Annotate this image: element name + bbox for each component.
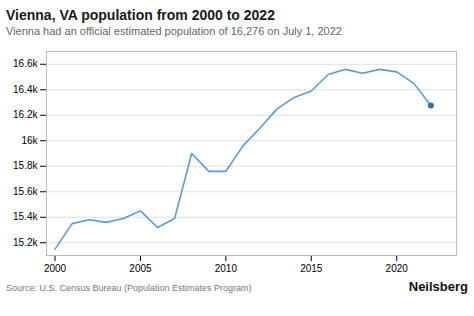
html-text:Source: U.S. Census Bureau (Po: Source: U.S. Census Bureau (Population E… bbox=[6, 283, 252, 293]
html-text:Vienna, VA population from 200: Vienna, VA population from 2000 to 2022 bbox=[6, 7, 275, 23]
html-text:Vienna had an official estimat: Vienna had an official estimated populat… bbox=[6, 25, 342, 37]
svg-text:16.6k: 16.6k bbox=[13, 58, 38, 69]
svg-text:2005: 2005 bbox=[129, 263, 152, 274]
svg-text:2020: 2020 bbox=[386, 263, 409, 274]
svg-text:16.4k: 16.4k bbox=[13, 84, 38, 95]
svg-text:15.8k: 15.8k bbox=[13, 160, 38, 171]
svg-text:2000: 2000 bbox=[44, 263, 67, 274]
svg-text:15.6k: 15.6k bbox=[13, 186, 38, 197]
svg-text:15.4k: 15.4k bbox=[13, 211, 38, 222]
svg-text:2015: 2015 bbox=[300, 263, 323, 274]
svg-text:16.2k: 16.2k bbox=[13, 109, 38, 120]
html-text:Neilsberg: Neilsberg bbox=[408, 279, 468, 294]
svg-text:16k: 16k bbox=[21, 135, 38, 146]
svg-text:15.2k: 15.2k bbox=[13, 237, 38, 248]
svg-text:2010: 2010 bbox=[215, 263, 238, 274]
